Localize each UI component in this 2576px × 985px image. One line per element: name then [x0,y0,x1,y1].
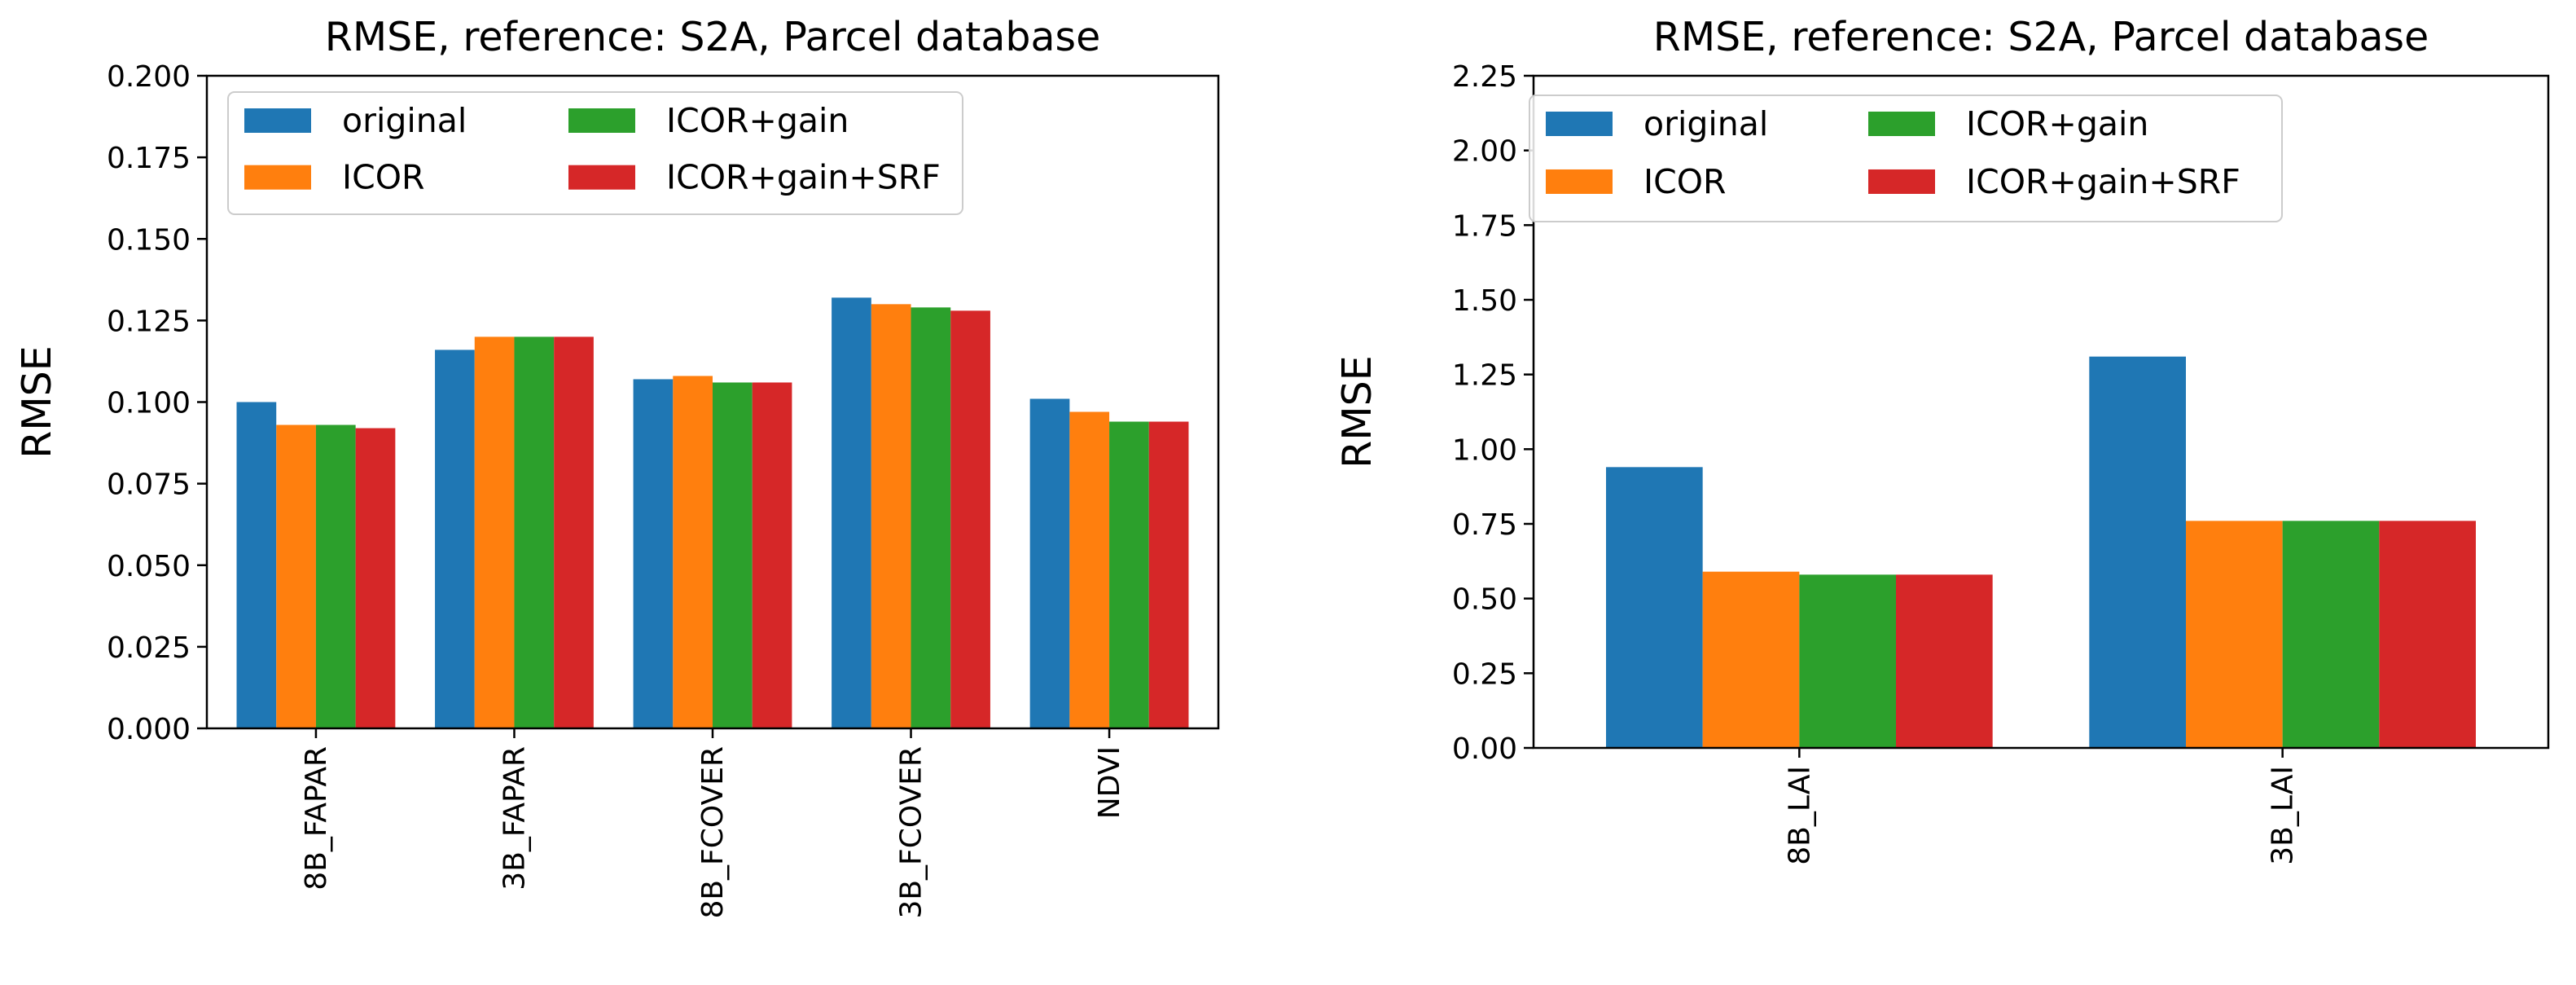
y-tick-label: 0.50 [1452,583,1517,617]
chart-title: RMSE, reference: S2A, Parcel database [325,14,1100,60]
legend-label: ICOR+gain [1966,104,2148,143]
y-axis-label: RMSE [14,345,60,458]
legend-swatch [1546,112,1613,136]
legend: original ICOR ICOR+gain ICOR+gain+SRF [227,91,963,215]
legend-label: original [342,101,467,140]
bar-original-3B_FAPAR [435,350,475,728]
y-tick-label: 1.00 [1452,433,1517,467]
bar-ICOR+gain-3B_FAPAR [514,336,555,728]
x-tick-label: 8B_FAPAR [300,746,333,890]
x-tick-label: 3B_LAI [2267,766,2300,865]
y-tick-label: 0.75 [1452,508,1517,542]
axes-frame [1532,74,2550,750]
y-tick-label: 1.75 [1452,209,1517,243]
legend-label: ICOR+gain+SRF [666,158,941,197]
legend-label: ICOR [342,158,424,197]
bar-ICOR+gain-3B_LAI [2282,521,2380,748]
y-tick-label: 0.000 [107,713,191,746]
bars-group [236,297,1189,729]
bar-ICOR+gain+SRF-3B_FAPAR [554,336,594,728]
y-ticks: 0.000 0.025 0.050 0.075 0.100 0.125 0.150 0.175… [107,60,207,746]
bar-ICOR+gain+SRF-8B_FCOVER [752,382,792,728]
x-ticks: 8B_LAI 3B_LAI [1783,748,2300,865]
bar-ICOR+gain+SRF-NDVI [1148,421,1189,728]
legend-frame [227,91,963,215]
y-tick-label: 0.050 [107,550,191,583]
legend-swatch [244,165,311,190]
legend-swatch [1868,169,1935,194]
bar-ICOR+gain+SRF-3B_LAI [2379,521,2476,748]
bar-ICOR-8B_LAI [1702,571,1800,748]
y-tick-label: 0.075 [107,468,191,502]
chart-title: RMSE, reference: S2A, Parcel database [1653,14,2429,60]
chart-left: RMSE, reference: S2A, Parcel database RM… [14,14,1220,919]
bar-ICOR+gain-NDVI [1109,421,1149,728]
bar-ICOR+gain-3B_FCOVER [911,307,951,729]
legend-swatch [568,108,635,133]
y-tick-label: 0.125 [107,305,191,338]
y-tick-label: 0.25 [1452,657,1517,691]
legend: original ICOR ICOR+gain ICOR+gain+SRF [1529,95,2283,222]
x-tick-label: 8B_LAI [1783,766,1816,865]
bar-ICOR-NDVI [1069,411,1110,728]
legend-label: ICOR [1643,162,1726,201]
legend-frame [1529,95,2283,222]
axes-frame [205,74,1220,730]
bar-ICOR+gain+SRF-8B_FAPAR [355,428,396,728]
legend-label: ICOR+gain+SRF [1966,162,2240,201]
bar-ICOR+gain-8B_LAI [1799,574,1896,748]
y-tick-label: 2.25 [1452,60,1517,94]
bar-ICOR+gain-8B_FAPAR [315,424,356,728]
bar-original-NDVI [1029,398,1070,728]
x-tick-label: 8B_FCOVER [696,746,730,919]
y-tick-label: 0.175 [107,142,191,175]
bar-ICOR-8B_FAPAR [276,424,316,728]
bar-original-8B_FAPAR [236,402,277,728]
bars-group [1606,356,2476,748]
y-ticks: 0.00 0.25 0.50 0.75 1.00 1.25 1.50 1.75 2.00 2.25 [1452,60,1534,766]
legend-label: original [1643,104,1768,143]
y-tick-label: 1.25 [1452,359,1517,393]
y-tick-label: 0.150 [107,223,191,257]
y-tick-label: 0.100 [107,387,191,420]
y-tick-label: 0.200 [107,60,191,94]
bar-original-3B_FCOVER [832,297,871,729]
y-tick-label: 1.50 [1452,284,1517,318]
x-tick-label: 3B_FCOVER [895,746,928,919]
y-tick-label: 0.00 [1452,732,1517,766]
bar-ICOR-8B_FCOVER [673,376,713,728]
bar-ICOR+gain+SRF-8B_LAI [1896,574,1993,748]
chart-right: RMSE, reference: S2A, Parcel database RM… [1334,14,2550,865]
bar-original-3B_LAI [2089,356,2186,748]
bar-original-8B_LAI [1606,467,1703,748]
legend-swatch [244,108,311,133]
legend-swatch [1868,112,1935,136]
bar-ICOR+gain-8B_FCOVER [713,382,753,728]
bar-ICOR-3B_FAPAR [474,336,515,728]
y-tick-label: 0.025 [107,631,191,665]
y-axis-label: RMSE [1334,355,1380,468]
legend-swatch [568,165,635,190]
bar-ICOR-3B_FCOVER [871,304,911,729]
bar-ICOR-3B_LAI [2186,521,2283,748]
bar-ICOR+gain+SRF-3B_FCOVER [950,310,990,728]
x-tick-label: NDVI [1093,746,1126,819]
y-tick-label: 2.00 [1452,135,1517,169]
bar-original-8B_FCOVER [633,379,674,728]
x-ticks: 8B_FAPAR 3B_FAPAR 8B_FCOVER 3B_FCOVER NDVI [300,728,1126,919]
x-tick-label: 3B_FAPAR [498,746,531,890]
legend-swatch [1546,169,1613,194]
legend-label: ICOR+gain [666,101,849,140]
